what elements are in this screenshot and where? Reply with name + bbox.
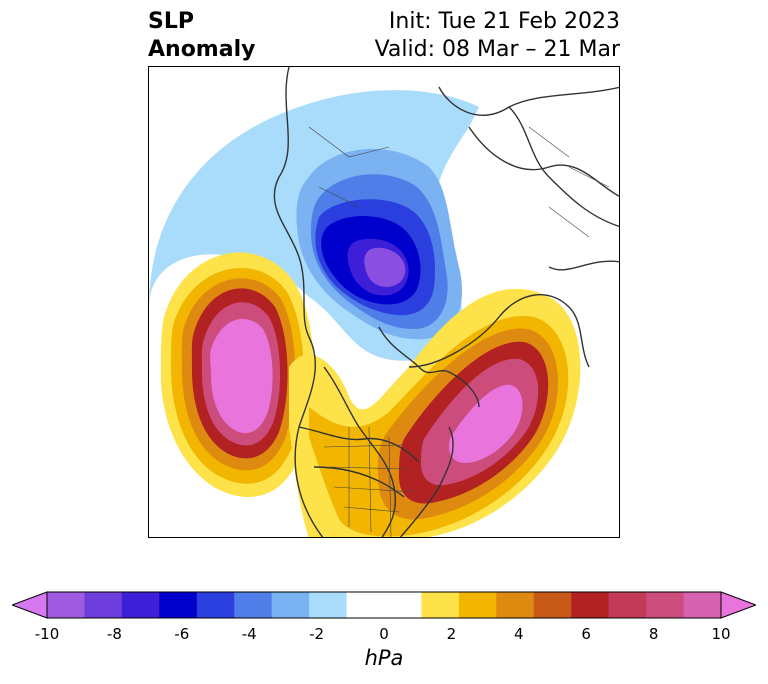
colorbar-bin	[121, 592, 160, 618]
run-info: Init: Tue 21 Feb 2023 Valid: 08 Mar – 21…	[375, 8, 620, 64]
anomaly-contour-pos-6b	[449, 384, 523, 463]
colorbar-tick-label: -4	[241, 625, 257, 643]
colorbar-over-triangle	[720, 591, 756, 619]
colorbar-bin	[421, 592, 460, 618]
political-borders	[308, 126, 610, 537]
map-panel	[148, 66, 620, 538]
colorbar-bin	[683, 592, 722, 618]
anomaly-contour-pos-6a	[210, 318, 273, 434]
colorbar	[12, 591, 756, 619]
colorbar-bin	[458, 592, 497, 618]
colorbar-bin	[346, 592, 385, 618]
colorbar-tick-label: -2	[309, 625, 325, 643]
colorbar-tick-label: -10	[34, 625, 60, 643]
colorbar-bin	[234, 592, 273, 618]
colorbar-bin	[608, 592, 647, 618]
colorbar-bin	[84, 592, 123, 618]
coastlines	[273, 67, 619, 537]
colorbar-outline	[46, 591, 722, 619]
colorbar-bin	[47, 592, 85, 618]
colorbar-tick-label: -6	[174, 625, 190, 643]
colorbar-bin	[196, 592, 235, 618]
map-title: SLP Anomaly	[148, 8, 255, 64]
colorbar-bins	[47, 592, 722, 618]
colorbar-tick-label: 10	[711, 625, 731, 643]
colorbar-tick-label: 4	[514, 625, 524, 643]
colorbar-tick-label: 0	[379, 625, 389, 643]
colorbar-tick-label: -8	[106, 625, 122, 643]
anomaly-contour-neg-7	[364, 247, 406, 287]
anomaly-map	[149, 67, 619, 537]
colorbar-bin	[309, 592, 348, 618]
valid-range: Valid: 08 Mar – 21 Mar	[374, 37, 620, 62]
colorbar-tick-label: 8	[648, 625, 659, 643]
colorbar-bin	[533, 592, 572, 618]
colorbar-tick-label: 6	[581, 625, 591, 643]
colorbar-under-triangle	[12, 591, 48, 619]
colorbar-bin	[159, 592, 198, 618]
colorbar-bin	[496, 592, 535, 618]
colorbar-bin	[571, 592, 610, 618]
init-date: Init: Tue 21 Feb 2023	[388, 9, 620, 34]
colorbar-bin	[271, 592, 310, 618]
colorbar-tick-label: 2	[446, 625, 457, 643]
colorbar-units: hPa	[364, 646, 404, 670]
title-line-2: Anomaly	[148, 37, 256, 62]
title-line-1: SLP	[148, 9, 194, 34]
colorbar-bin	[646, 592, 685, 618]
colorbar-bin	[384, 592, 422, 618]
